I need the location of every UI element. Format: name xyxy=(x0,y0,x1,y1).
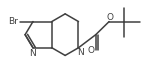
Text: N: N xyxy=(77,48,83,57)
Text: O: O xyxy=(88,46,95,55)
Text: O: O xyxy=(106,13,113,22)
Text: N: N xyxy=(30,49,36,58)
Text: Br: Br xyxy=(8,17,18,26)
